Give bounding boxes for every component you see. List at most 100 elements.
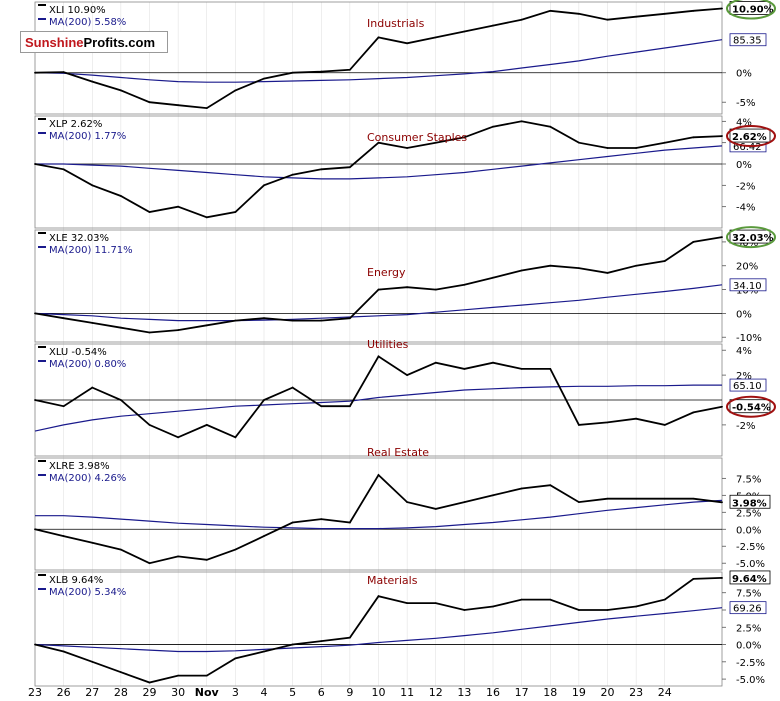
legend-ma: MA(200) 5.34% [49,587,126,598]
highlight-ellipse [726,395,776,418]
price-point [263,535,265,537]
last-value-box [729,229,771,244]
price-point [34,71,36,74]
legend-ma: MA(200) 0.80% [49,359,126,370]
price-point [434,508,437,510]
x-tick-label: 3 [232,686,239,699]
price-point [263,650,265,653]
price-point [577,12,580,15]
panel-frame [34,571,723,687]
y-tick-label: -2.5% [736,658,765,669]
price-point [721,135,723,137]
y-tick-label: 0.0% [736,641,761,652]
price-point [549,484,552,487]
price-point [320,168,323,171]
legend-swatch-price [38,118,46,120]
legend-price: XLI 10.90% [49,5,106,16]
price-point [635,147,638,149]
price-point [177,555,180,558]
price-point [263,399,265,401]
price-point [606,18,609,21]
price-point [148,331,151,334]
price-point [663,423,666,426]
last-value-label: 9.64% [732,574,767,585]
price-point [320,518,323,520]
x-tick-label: 23 [629,686,643,699]
x-tick-label: 12 [429,686,443,699]
x-tick-label: 5 [289,686,296,699]
price-point [463,283,466,286]
price-point [91,322,94,324]
price-point [377,288,380,291]
price-point [406,147,409,149]
price-point [177,436,180,439]
price-point [320,70,323,73]
price-point [463,136,466,139]
price-point [234,436,237,439]
ma-value-label: 69.26 [733,604,762,615]
price-point [205,674,208,677]
ma-value-label: 65.10 [733,381,762,392]
x-tick-label: 11 [400,686,414,699]
price-point [34,528,36,531]
legend-swatch-price [38,460,46,462]
price-point [91,80,94,83]
price-point [377,595,380,598]
price-point [291,521,294,524]
price-point [492,24,494,27]
price-point [606,271,609,274]
ma-value-label: 85.35 [733,36,762,47]
legend-swatch-ma [38,474,46,476]
legend-swatch-ma [38,246,46,248]
price-point [520,367,523,370]
price-point [577,501,580,504]
ma200-line [34,39,723,83]
legend-swatch-ma [38,588,46,590]
x-tick-label: 28 [114,686,128,699]
price-point [549,264,552,267]
price-point [119,326,122,329]
price-point [577,423,580,426]
last-value-box [729,1,771,15]
price-point [692,578,695,580]
price-point [663,497,666,500]
price-point [348,405,351,408]
price-point [692,497,695,500]
price-point [492,125,494,128]
y-tick-label: -2.5% [736,542,765,553]
price-point [492,605,494,608]
price-point [520,269,523,272]
ma-value-label: 66.42 [733,142,762,153]
price-point [119,195,122,197]
last-value-label: 3.98% [732,498,767,509]
panel-xli: 0% -5% XLI 10.90%MA(200) 5.58% Industrials 8… [34,0,776,115]
price-point [463,367,466,370]
price-point [234,319,237,322]
price-point [434,602,437,604]
price-point [320,405,323,408]
price-point [234,657,237,660]
price-point [62,317,65,320]
price-point [434,288,437,291]
ma200-line [34,384,722,432]
price-point [91,184,94,187]
price-point [577,141,580,144]
price-point [291,319,294,322]
last-value-label: 32.03% [732,233,774,244]
highlight-ellipse [726,226,776,249]
ma-value-box [729,33,767,47]
price-point [520,598,523,601]
y-tick-label: 0% [736,309,752,320]
y-tick-label: 7.5% [736,589,761,600]
price-point [692,411,695,414]
price-point [635,264,638,267]
price-point [406,602,409,604]
price-point [377,36,380,39]
panel-frame [34,115,723,229]
highlight-ellipse [726,125,776,148]
logo-part-profits: Profits.com [83,34,156,50]
ma200-line [34,284,723,322]
last-value-box [729,494,771,509]
price-point [692,241,695,243]
x-tick-label: 9 [346,686,353,699]
